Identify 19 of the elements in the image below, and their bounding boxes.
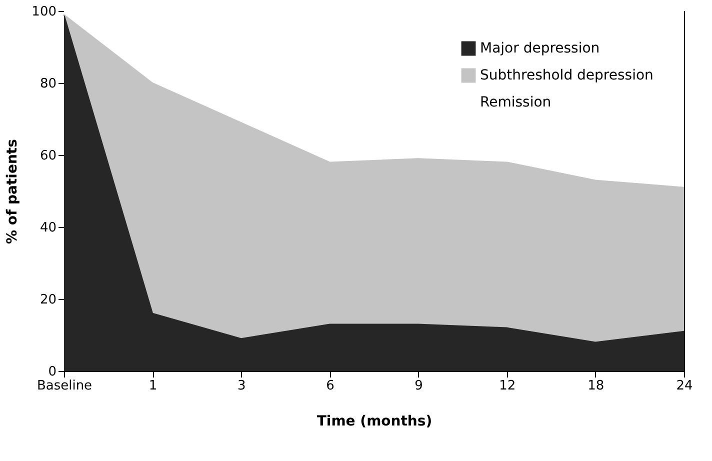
x-tick-label: 18 — [588, 378, 604, 394]
y-tick-label: 100 — [32, 4, 56, 20]
y-tick-label: 80 — [40, 76, 56, 92]
legend-label: Subthreshold depression — [480, 68, 654, 84]
y-tick-label: 60 — [40, 148, 56, 164]
y-tick-label: 20 — [40, 292, 56, 308]
x-axis-title: Time (months) — [316, 414, 432, 430]
x-tick-label: 3 — [238, 378, 246, 394]
y-tick-label: 40 — [40, 220, 56, 236]
x-tick-label: 1 — [148, 378, 158, 394]
y-axis-title: % of patients — [4, 139, 21, 244]
x-tick-label: 6 — [326, 378, 334, 394]
x-tick-label: 12 — [499, 378, 516, 394]
y-tick-label: 0 — [48, 364, 56, 380]
legend-label: Major depression — [480, 40, 600, 56]
x-tick-label: 24 — [676, 378, 693, 394]
series-label: Remission — [480, 94, 552, 110]
x-tick-label: Baseline — [36, 378, 92, 394]
x-tick-label: 9 — [414, 378, 423, 394]
